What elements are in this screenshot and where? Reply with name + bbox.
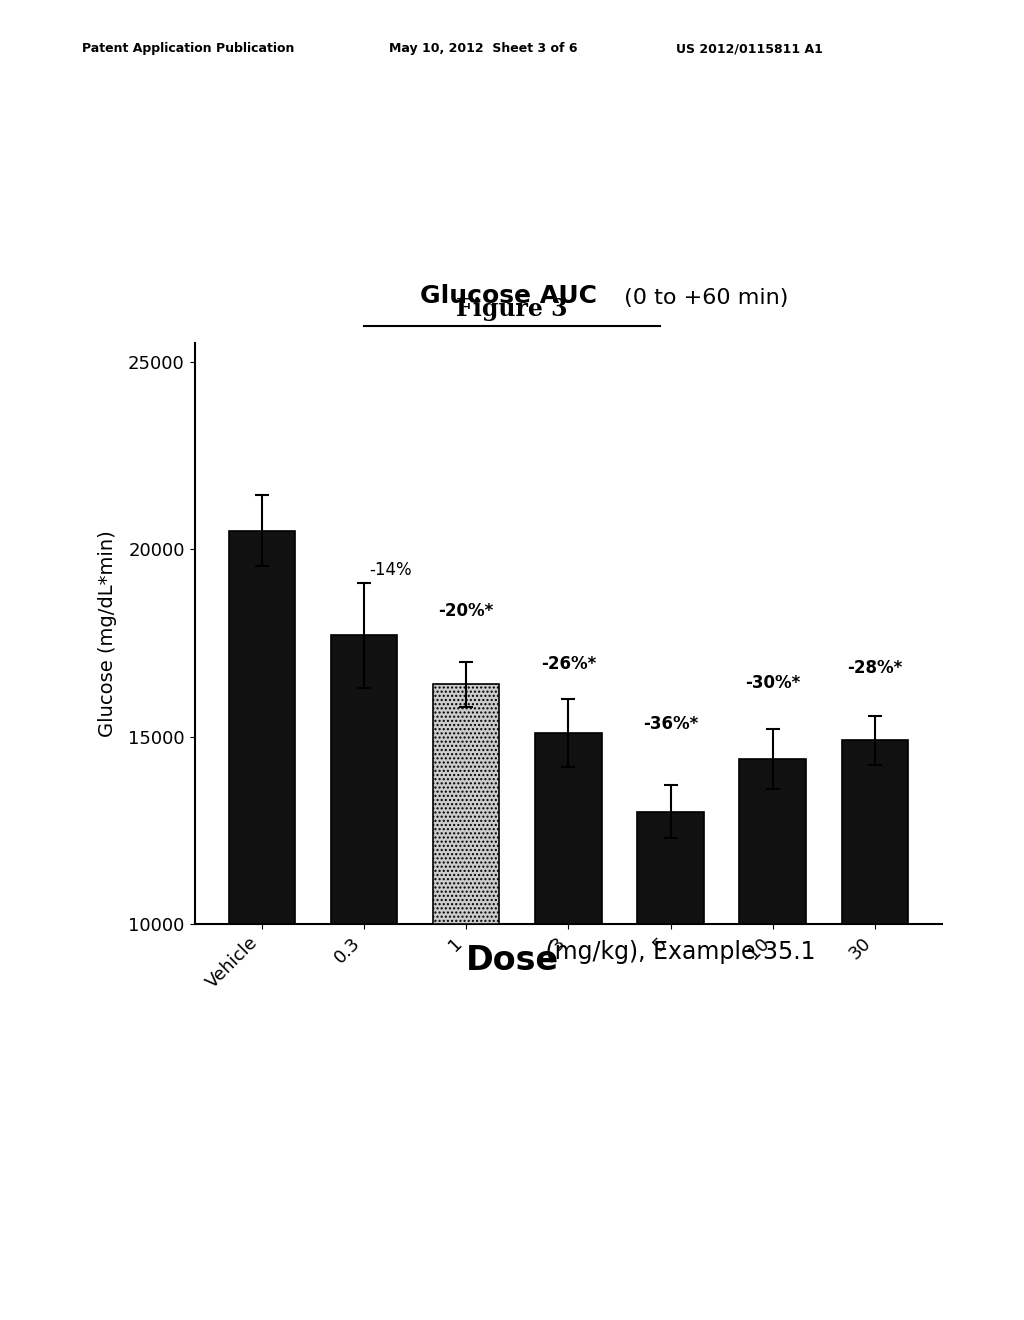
Bar [433,684,500,924]
Text: Glucose AUC: Glucose AUC [420,284,597,309]
Bar [331,635,397,924]
Text: -26%*: -26%* [541,655,596,673]
Bar [842,741,908,924]
Text: US 2012/0115811 A1: US 2012/0115811 A1 [676,42,822,55]
Bar [739,759,806,924]
Text: -20%*: -20%* [438,602,494,620]
Bar [228,531,295,924]
Text: May 10, 2012  Sheet 3 of 6: May 10, 2012 Sheet 3 of 6 [389,42,578,55]
Text: -30%*: -30%* [745,673,801,692]
Text: Figure 3: Figure 3 [457,297,567,321]
Text: Patent Application Publication: Patent Application Publication [82,42,294,55]
Bar [637,812,703,924]
Text: Dose: Dose [466,944,559,977]
Text: -36%*: -36%* [643,715,698,733]
Text: (0 to +60 min): (0 to +60 min) [616,288,788,309]
Text: (mg/kg), Example 35.1: (mg/kg), Example 35.1 [538,940,815,964]
Y-axis label: Glucose (mg/dL*min): Glucose (mg/dL*min) [98,531,117,737]
Text: -14%: -14% [369,561,412,579]
Bar [536,733,601,924]
Text: -28%*: -28%* [847,659,902,677]
